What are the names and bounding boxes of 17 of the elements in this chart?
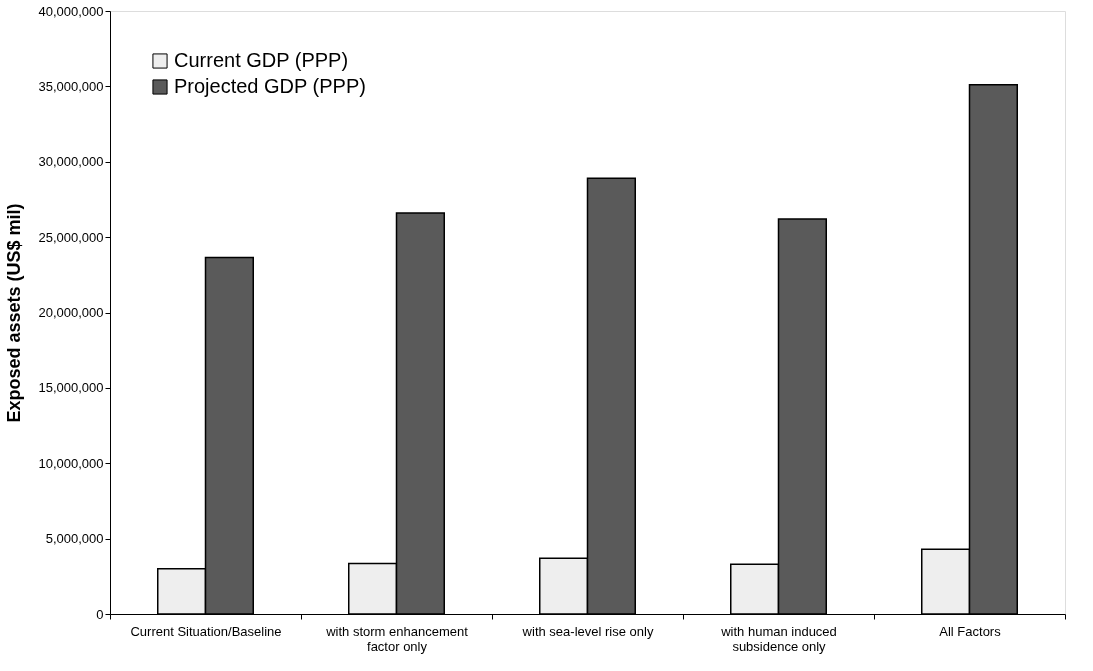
x-tick-label: All Factors	[939, 623, 1002, 639]
legend-label: Current GDP (PPP)	[174, 49, 349, 71]
y-tick-label: 15,000,000	[38, 380, 104, 396]
y-tick-label: 35,000,000	[38, 78, 104, 94]
x-tick-label: with human induced subsidence only	[720, 623, 837, 654]
y-tick-label: 10,000,000	[38, 455, 104, 471]
y-tick-label: 30,000,000	[38, 154, 104, 170]
y-tick-label: 40,000,000	[38, 3, 104, 19]
y-tick-label: 25,000,000	[38, 229, 104, 245]
legend-label: Projected GDP (PPP)	[174, 75, 366, 97]
y-tick-label: 0	[96, 606, 104, 622]
y-tick-label: 5,000,000	[45, 531, 104, 547]
y-axis-title: Exposed assets (US$ mil)	[4, 203, 25, 423]
x-tick-label: with sea-level rise only	[521, 623, 654, 639]
x-tick-label: with storm enhancement factor only	[325, 623, 469, 654]
y-tick-label: 20,000,000	[38, 305, 104, 320]
x-tick-label: Current Situation/Baseline	[130, 623, 282, 639]
